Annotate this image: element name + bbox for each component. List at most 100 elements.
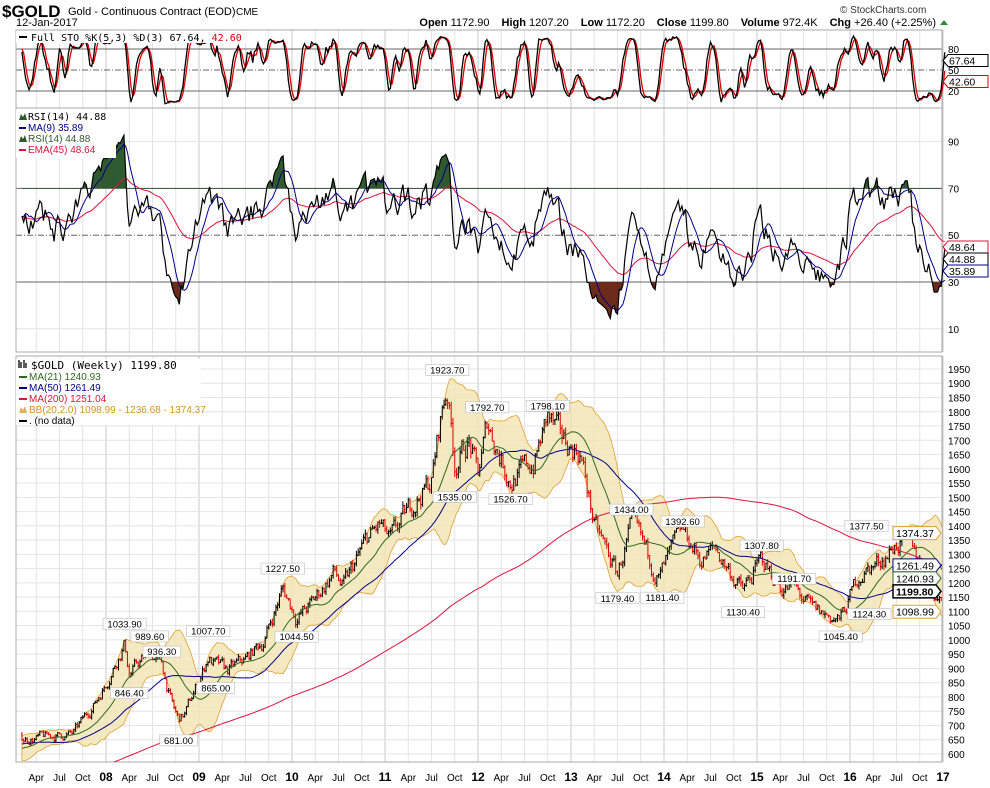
price-axis-label: 1800 [948,408,971,419]
price-annotation: 1179.40 [595,592,640,605]
marks [20,34,946,762]
price-annotation: 1045.40 [818,630,863,643]
price-annotation: 936.30 [142,645,181,658]
x-tick-label: 11 [379,770,392,784]
annotation-box [432,491,477,503]
x-tick-label: Oct [540,773,556,784]
price-axis-label: 1300 [948,550,971,561]
quote-volume: Volume 972.4K [741,17,819,29]
price-axis-label: 750 [948,707,965,718]
x-tick-label: Apr [865,773,881,784]
quote-high: High 1207.20 [502,17,569,29]
rsi-ema-line [21,177,945,276]
value-tag-label: 1261.49 [896,560,934,572]
price-annotation: 1033.90 [102,617,147,630]
annotation-label: 681.00 [164,736,193,747]
value-tag-box [942,264,989,278]
x-tick-label: Jul [797,773,810,784]
price-annotation: 1181.40 [640,591,685,604]
sto-d-tag: 42.60 [942,75,989,89]
triangle-up-icon [940,20,948,25]
x-tick-label: Oct [354,773,370,784]
annotation-label: 989.60 [135,632,164,643]
annotation-box [260,562,305,575]
annotation-label: 1044.50 [279,632,313,643]
price-axis-label: 1550 [948,479,971,490]
quote-open: Open 1172.90 [419,17,489,29]
sto-legend: Full STO %K(5,3) %D(3) 67.64, 42.60 [31,33,242,44]
legend-swatch [19,376,27,378]
annotation-label: 1434.00 [614,505,648,516]
value-tag-box [892,604,942,619]
sto-axis-label: 20 [948,87,960,98]
annotation-box [640,591,685,604]
value-tag-label: 1374.37 [896,528,934,540]
annotation-label: 1227.50 [266,564,300,575]
annotation-label: 1792.70 [470,403,504,414]
close-tag: 1199.80 [892,584,942,599]
annotation-box [274,630,319,643]
x-tick-label: Oct [633,773,649,784]
rsi-legend-bg [16,110,116,158]
ma50-tag: 1261.49 [892,558,942,572]
value-tags: 67.6442.6048.6444.8835.891374.371261.491… [892,54,989,619]
annotation-box [488,493,533,506]
price-annotation: 1923.70 [425,364,470,376]
price-axis-label: 1400 [948,522,971,533]
annotation-box [196,682,235,694]
price-annotation: 681.00 [159,734,198,747]
sto-legend-bg [16,31,246,43]
x-tick-label: Jul [53,773,66,784]
x-tick-label: 09 [192,770,206,784]
watermark: © StockCharts.com [840,5,926,16]
annotation-box [818,630,863,643]
bb-lower-tag: 1098.99 [892,604,942,619]
x-tick-label: Apr [121,773,137,784]
price-axis-label: 900 [948,664,965,675]
x-tick-label: Jul [239,773,252,784]
price-annotation: 1007.70 [186,625,231,638]
price-legend-3: MA(200) 1251.04 [29,394,107,405]
price-legend-bg [16,359,201,425]
price-legend-5: . (no data) [29,416,75,427]
x-tick-label: Jul [704,773,717,784]
annotation-label: 865.00 [201,683,230,694]
quote-bar: Open 1172.90 High 1207.20 Low 1172.20 Close… [419,17,936,29]
x-tick-label: Oct [726,773,742,784]
bb-upper-tag: 1374.37 [892,526,942,541]
date: 12-Jan-2017 [16,17,78,29]
quote-chg: Chg +26.40 (+2.25%) [830,17,936,29]
rsi-ma-line [21,143,946,312]
x-tick-label: Apr [28,773,44,784]
annotation-label: 1535.00 [438,492,472,503]
annotation-label: 1526.70 [493,495,527,506]
annotation-box [159,734,198,747]
sto-k-line [21,34,946,105]
annotation-box [130,630,169,643]
price-axis-label: 1200 [948,579,971,590]
x-tick-label: Jul [890,773,903,784]
rsi-ema-tag: 48.64 [942,240,989,254]
x-tick-label: 08 [99,770,113,784]
annotation-label: 846.40 [115,689,144,700]
price-annotation: 989.60 [130,630,169,643]
annotation-box [660,515,705,528]
legend-swatch [19,420,27,422]
legend-swatch [19,127,26,129]
price-plot [20,377,942,762]
value-tag-box [892,526,942,541]
annotation-label: 1179.40 [601,594,635,605]
rsi-overbought-fill [21,135,942,189]
legend-swatch [19,149,26,151]
price-annotation: 1434.00 [609,503,654,516]
sto-k-tag: 67.64 [942,54,989,68]
price-axis-label: 1250 [948,565,971,576]
ma50-line [21,448,942,745]
x-tick-label: Oct [912,773,928,784]
value-tag-label: 35.89 [949,266,975,278]
value-tag-box [942,54,989,67]
ohlc-icon [18,360,27,368]
rsi-axis-label: 70 [948,184,960,195]
x-tick-label: Oct [261,773,277,784]
sto-axis-label: 80 [948,45,960,56]
